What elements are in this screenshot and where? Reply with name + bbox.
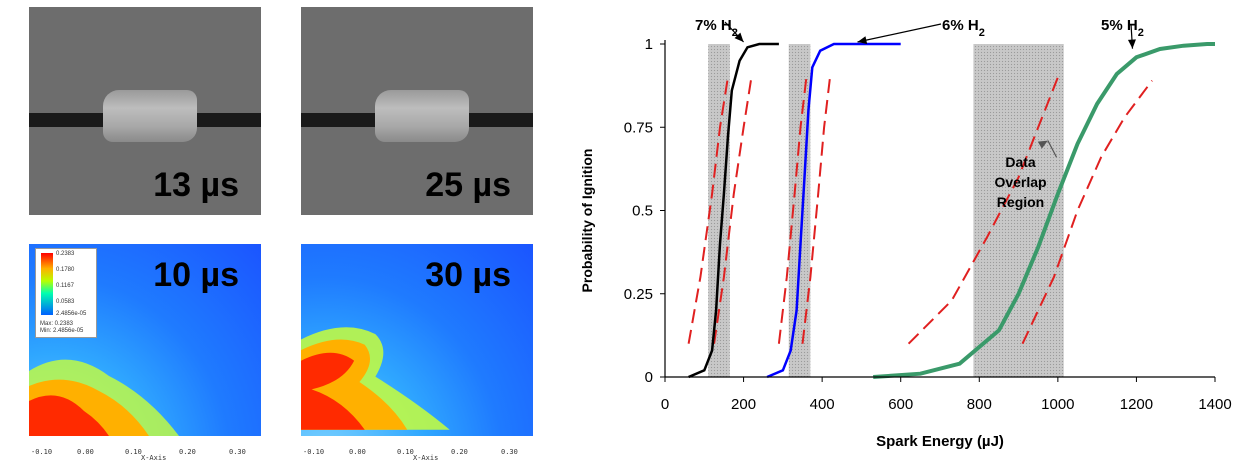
confidence-bound-line bbox=[1021, 80, 1153, 345]
series-line bbox=[766, 42, 901, 379]
simulation-panel-2: 30 µs -0.10 0.00 0.10 X-Axis 0.20 0.30 bbox=[301, 244, 533, 462]
arrow-head bbox=[1037, 140, 1048, 149]
label-arrow bbox=[857, 23, 942, 43]
x-tick-label: 600 bbox=[888, 396, 913, 413]
confidence-bound-line bbox=[907, 76, 1059, 345]
colorbar bbox=[41, 253, 53, 315]
overlap-annotation: Data bbox=[1005, 154, 1036, 170]
y-tick-label: 0 bbox=[645, 369, 653, 386]
arrow-head bbox=[1127, 39, 1136, 49]
x-tick-label: 1200 bbox=[1120, 396, 1153, 413]
sim-tick: 0.10 bbox=[125, 448, 142, 456]
confidence-bound-line bbox=[777, 77, 808, 344]
arrow-head bbox=[857, 36, 868, 45]
y-tick-label: 0.25 bbox=[624, 286, 653, 303]
sim-time-label: 30 µs bbox=[425, 256, 511, 294]
x-tick-label: 0 bbox=[661, 396, 669, 413]
y-tick-label: 1 bbox=[645, 36, 653, 53]
colorbar-max: Max: 0.2383 bbox=[40, 321, 74, 327]
colorbar-legend: 0.2383 0.1780 0.1167 0.0583 2.4856e-05 M… bbox=[35, 248, 97, 338]
sim-tick: -0.10 bbox=[303, 448, 325, 456]
sim-tick: -0.10 bbox=[31, 448, 53, 456]
photo-panel-2: 25 µs bbox=[301, 7, 533, 215]
sim-x-axis: -0.10 0.00 0.10 X-Axis 0.20 0.30 bbox=[301, 436, 533, 462]
spark-bead bbox=[375, 90, 469, 142]
x-tick-label: 1000 bbox=[1041, 396, 1074, 413]
ignition-probability-chart: 0 200 400 600 800 1000 1200 1400 0 0.25 0.5 0.75 1 S… bbox=[579, 17, 1232, 450]
arrow-head bbox=[734, 32, 744, 42]
sim-time-label: 10 µs bbox=[153, 256, 239, 294]
confidence-bound-line bbox=[801, 77, 831, 344]
colorbar-value: 0.2383 bbox=[56, 251, 75, 257]
x-axis-label: Spark Energy (µJ) bbox=[876, 433, 1004, 450]
overlap-region bbox=[708, 44, 730, 377]
simulation-panel-1: 0.2383 0.1780 0.1167 0.0583 2.4856e-05 M… bbox=[29, 244, 261, 462]
series-label: 6% H2 bbox=[942, 17, 985, 39]
sim-x-axis: -0.10 0.00 0.10 X-Axis 0.20 0.30 bbox=[29, 436, 261, 462]
photo-time-label: 13 µs bbox=[153, 166, 239, 204]
sim-tick: 0.10 bbox=[397, 448, 414, 456]
colorbar-value: 0.1167 bbox=[56, 283, 74, 289]
confidence-bound-line bbox=[687, 77, 729, 344]
colorbar-value: 2.4856e-05 bbox=[56, 311, 87, 317]
y-tick-label: 0.75 bbox=[624, 119, 653, 136]
x-tick-label: 1400 bbox=[1198, 396, 1231, 413]
spark-bead bbox=[103, 90, 197, 142]
overlap-annotation: Overlap bbox=[994, 174, 1046, 190]
series-label: 5% H2 bbox=[1101, 17, 1144, 39]
series-line bbox=[688, 42, 779, 379]
y-tick-label: 0.5 bbox=[632, 203, 653, 220]
colorbar-value: 0.0583 bbox=[56, 299, 75, 305]
series-label: 7% H2 bbox=[695, 17, 738, 39]
x-tick-label: 800 bbox=[967, 396, 992, 413]
confidence-bound-line bbox=[713, 77, 753, 344]
y-axis-label: Probability of Ignition bbox=[579, 149, 595, 293]
sim-axis-label: X-Axis bbox=[413, 454, 439, 462]
sim-axis-label: X-Axis bbox=[141, 454, 167, 462]
photo-time-label: 25 µs bbox=[425, 166, 511, 204]
sim-tick: 0.30 bbox=[229, 448, 246, 456]
sim-tick: 0.20 bbox=[179, 448, 196, 456]
x-tick-label: 200 bbox=[731, 396, 756, 413]
temperature-plume bbox=[301, 327, 450, 430]
annotation-arrow bbox=[1047, 140, 1058, 158]
sim-tick: 0.30 bbox=[501, 448, 518, 456]
colorbar-value: 0.1780 bbox=[56, 267, 75, 273]
photo-panel-1: 13 µs bbox=[29, 7, 261, 215]
overlap-annotation: Region bbox=[997, 194, 1044, 210]
sim-tick: 0.20 bbox=[451, 448, 468, 456]
sim-tick: 0.00 bbox=[349, 448, 366, 456]
series-line bbox=[873, 42, 1215, 379]
x-tick-label: 400 bbox=[810, 396, 835, 413]
overlap-region bbox=[788, 44, 811, 377]
temperature-plume bbox=[29, 359, 179, 436]
sim-tick: 0.00 bbox=[77, 448, 94, 456]
colorbar-min: Min: 2.4856e-05 bbox=[40, 328, 84, 334]
